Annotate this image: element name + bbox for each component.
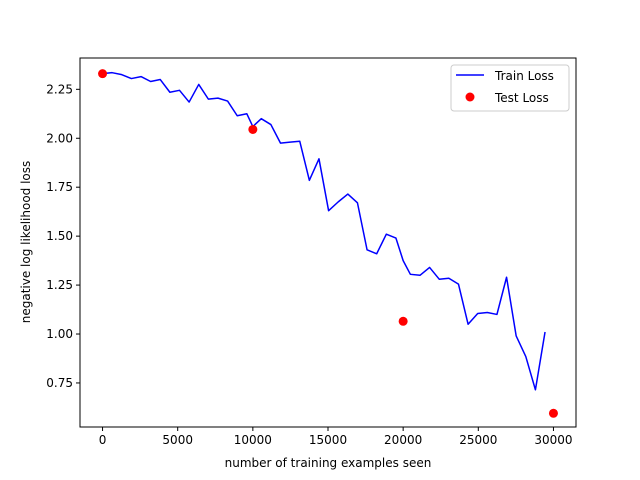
x-axis-label: number of training examples seen xyxy=(225,456,432,470)
legend-test-marker xyxy=(465,92,475,102)
train-loss-line xyxy=(102,71,546,391)
x-tick-label: 5000 xyxy=(162,433,193,447)
ticks-layer: 0 5000 10000 15000 20000 25000 30000 0.75 1.00 1.… xyxy=(46,82,572,447)
y-tick-label: 2.00 xyxy=(46,131,73,145)
x-tick-label: 20000 xyxy=(384,433,422,447)
x-tick-label: 10000 xyxy=(234,433,272,447)
y-tick-label: 2.25 xyxy=(46,82,73,96)
series-layer xyxy=(98,69,558,418)
legend-train-label: Train Loss xyxy=(494,69,554,83)
plot-frame xyxy=(79,57,577,428)
x-tick-label: 25000 xyxy=(459,433,497,447)
test-loss-point xyxy=(398,316,408,326)
plot-area xyxy=(80,58,576,427)
legend: Train Loss Test Loss xyxy=(450,64,570,112)
y-tick-label: 0.75 xyxy=(46,376,73,390)
y-axis-label: negative log likelihood loss xyxy=(19,161,33,324)
x-tick-label: 0 xyxy=(99,433,107,447)
x-tick-label: 30000 xyxy=(534,433,572,447)
y-tick-label: 1.75 xyxy=(46,180,73,194)
y-tick-label: 1.25 xyxy=(46,278,73,292)
test-loss-point xyxy=(98,69,108,79)
legend-test-label: Test Loss xyxy=(494,91,549,105)
test-loss-point xyxy=(548,408,558,418)
legend-box xyxy=(450,64,570,112)
x-tick-label: 15000 xyxy=(309,433,347,447)
y-tick-label: 1.50 xyxy=(46,229,73,243)
test-loss-point xyxy=(248,124,258,134)
y-tick-label: 1.00 xyxy=(46,327,73,341)
